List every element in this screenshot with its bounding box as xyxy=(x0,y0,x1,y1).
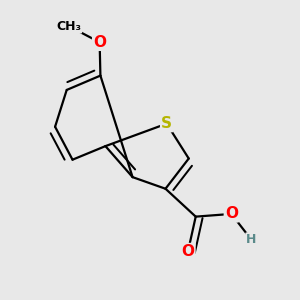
Text: H: H xyxy=(246,233,257,246)
Text: S: S xyxy=(161,116,172,131)
Text: O: O xyxy=(225,206,238,221)
Text: CH₃: CH₃ xyxy=(56,20,81,32)
Text: O: O xyxy=(182,244,194,259)
Text: O: O xyxy=(93,35,106,50)
